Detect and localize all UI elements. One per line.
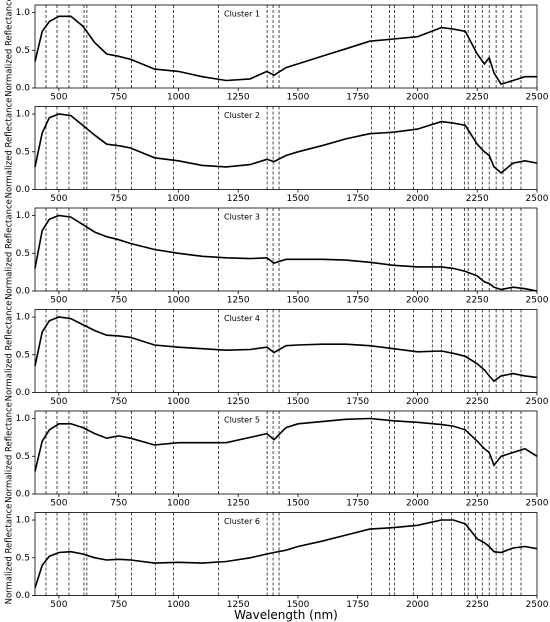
x-tick-label: 500 xyxy=(50,296,67,306)
x-tick-label: 2250 xyxy=(466,296,489,306)
x-tick-label: 500 xyxy=(50,397,67,407)
x-tick-label: 1500 xyxy=(286,296,309,306)
y-tick-label: 0.5 xyxy=(16,147,30,157)
y-tick-label: 0.0 xyxy=(16,287,31,297)
x-tick-label: 1250 xyxy=(227,600,250,610)
x-tick-label: 2500 xyxy=(526,93,549,103)
x-tick-label: 1000 xyxy=(167,600,190,610)
x-tick-label: 1500 xyxy=(286,499,309,509)
y-tick-label: 0.0 xyxy=(16,185,31,195)
x-tick-label: 1750 xyxy=(346,499,369,509)
x-tick-label: 500 xyxy=(50,93,67,103)
spectrum-line xyxy=(34,214,538,292)
y-tick-label: 1.0 xyxy=(16,8,31,18)
x-tick-label: 500 xyxy=(50,600,67,610)
x-axis-label: Wavelength (nm) xyxy=(234,608,338,622)
x-tick-label: 1000 xyxy=(167,93,190,103)
x-tick-label: 1000 xyxy=(167,296,190,306)
x-tick-label: 2250 xyxy=(466,93,489,103)
x-tick-label: 500 xyxy=(50,499,67,509)
y-tick-label: 0.5 xyxy=(16,452,30,462)
panel-title: Cluster 3 xyxy=(224,213,260,222)
x-tick-label: 2000 xyxy=(406,194,429,204)
x-tick-label: 1500 xyxy=(286,194,309,204)
y-axis-label: Normalized Reflectance xyxy=(5,504,15,605)
y-tick-label: 0.0 xyxy=(16,591,31,601)
x-tick-label: 1000 xyxy=(167,499,190,509)
x-tick-label: 750 xyxy=(110,499,127,509)
x-tick-label: 1250 xyxy=(227,397,250,407)
x-tick-label: 750 xyxy=(110,397,127,407)
x-tick-label: 1250 xyxy=(227,93,250,103)
spectrum-line xyxy=(34,15,537,86)
y-axis-label: Normalized Reflectance xyxy=(5,301,15,402)
x-tick-label: 1750 xyxy=(346,397,369,407)
y-tick-label: 0.5 xyxy=(16,350,30,360)
y-axis-label: Normalized Reflectance xyxy=(5,199,15,300)
y-tick-label: 0.0 xyxy=(16,388,31,398)
y-tick-label: 1.0 xyxy=(16,110,31,120)
x-tick-label: 1250 xyxy=(227,499,250,509)
plot-frame xyxy=(34,309,538,393)
y-tick-label: 1.0 xyxy=(16,211,31,221)
x-tick-label: 2000 xyxy=(406,499,429,509)
x-tick-label: 2500 xyxy=(526,600,549,610)
spectrum-line xyxy=(34,519,538,589)
panel-title: Cluster 5 xyxy=(224,416,260,425)
x-tick-label: 2250 xyxy=(466,600,489,610)
x-tick-label: 2000 xyxy=(406,93,429,103)
x-tick-label: 1500 xyxy=(286,397,309,407)
x-tick-label: 2000 xyxy=(406,600,429,610)
x-tick-label: 1000 xyxy=(167,194,190,204)
x-tick-label: 750 xyxy=(110,296,127,306)
y-axis-label: Normalized Reflectance xyxy=(5,98,15,199)
x-tick-label: 1750 xyxy=(346,194,369,204)
spectrum-line xyxy=(34,316,538,383)
x-tick-label: 1250 xyxy=(227,194,250,204)
x-tick-label: 2500 xyxy=(526,194,549,204)
x-tick-label: 2000 xyxy=(406,296,429,306)
y-tick-label: 0.0 xyxy=(16,490,31,500)
x-tick-label: 2000 xyxy=(406,397,429,407)
x-tick-label: 1000 xyxy=(167,397,190,407)
y-tick-label: 0.5 xyxy=(16,553,30,563)
plot-frame xyxy=(34,512,538,596)
spectrum-line xyxy=(34,417,538,472)
x-tick-label: 2250 xyxy=(466,194,489,204)
plot-frame xyxy=(34,106,538,190)
y-axis-label: Normalized Reflectance xyxy=(5,0,15,97)
plot-frame xyxy=(34,4,538,89)
y-tick-label: 1.0 xyxy=(16,414,31,424)
plot-frame xyxy=(34,410,538,495)
x-tick-label: 2500 xyxy=(526,499,549,509)
panel-title: Cluster 2 xyxy=(224,111,260,120)
x-tick-label: 2250 xyxy=(466,397,489,407)
y-tick-label: 1.0 xyxy=(16,516,31,526)
y-tick-label: 0.5 xyxy=(16,249,30,259)
x-tick-label: 2500 xyxy=(526,397,549,407)
x-tick-label: 750 xyxy=(110,93,127,103)
x-tick-label: 1250 xyxy=(227,296,250,306)
panel-title: Cluster 6 xyxy=(224,517,260,526)
x-tick-label: 1750 xyxy=(346,296,369,306)
plot-frame xyxy=(34,207,538,292)
x-tick-label: 1750 xyxy=(346,600,369,610)
x-tick-label: 750 xyxy=(110,194,127,204)
panel-title: Cluster 1 xyxy=(224,10,260,19)
x-tick-label: 750 xyxy=(110,600,127,610)
y-axis-label: Normalized Reflectance xyxy=(5,402,15,503)
x-tick-label: 2500 xyxy=(526,296,549,306)
panel-title: Cluster 4 xyxy=(224,314,260,323)
x-tick-label: 1500 xyxy=(286,600,309,610)
x-tick-label: 1750 xyxy=(346,93,369,103)
y-tick-label: 1.0 xyxy=(16,313,31,323)
y-tick-label: 0.0 xyxy=(16,84,31,94)
x-tick-label: 1500 xyxy=(286,93,309,103)
x-tick-label: 500 xyxy=(50,194,67,204)
x-tick-label: 2250 xyxy=(466,499,489,509)
y-tick-label: 0.5 xyxy=(16,46,30,56)
spectrum-line xyxy=(34,113,538,174)
